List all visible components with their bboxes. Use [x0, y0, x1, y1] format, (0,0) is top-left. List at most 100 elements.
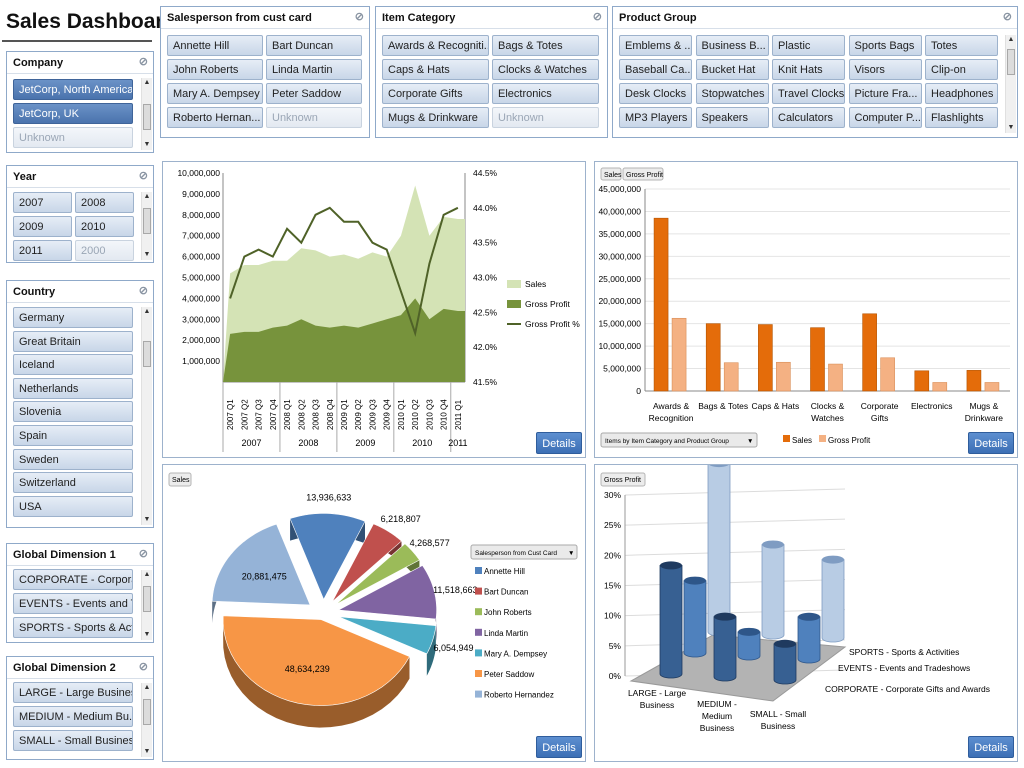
scroll-down-icon[interactable]: ▼ — [143, 748, 151, 755]
scroll-down-icon[interactable]: ▼ — [1007, 124, 1015, 131]
year-scrollbar[interactable]: ▲ ▼ — [141, 192, 152, 260]
scroll-thumb[interactable] — [143, 208, 151, 234]
slicer-item[interactable]: MEDIUM - Medium Bu... — [13, 706, 133, 727]
slicer-item[interactable]: Bags & Totes — [492, 35, 599, 56]
slicer-item[interactable]: USA — [13, 495, 133, 517]
clear-filter-icon[interactable]: ⊘ — [1002, 11, 1012, 23]
scroll-up-icon[interactable]: ▲ — [1007, 36, 1015, 43]
product-group-scrollbar[interactable]: ▲ ▼ — [1005, 35, 1016, 133]
slicer-item[interactable]: Stopwatches — [695, 83, 769, 104]
slicer-item[interactable]: EVENTS - Events and T... — [13, 593, 133, 614]
slicer-item[interactable]: 2011 — [13, 240, 72, 261]
country-scrollbar[interactable]: ▲ ▼ — [141, 307, 152, 525]
slicer-item[interactable]: Clip-on — [925, 59, 998, 80]
scroll-up-icon[interactable]: ▲ — [143, 79, 151, 86]
slicer-item[interactable]: Desk Clocks — [619, 83, 692, 104]
slicer-item[interactable]: Knit Hats — [772, 59, 845, 80]
x-group-label: 2008 — [298, 438, 318, 448]
slicer-item[interactable]: Corporate Gifts — [382, 83, 489, 104]
slicer-item[interactable]: SMALL - Small Business — [13, 730, 133, 751]
slicer-item[interactable]: Great Britain — [13, 330, 133, 352]
slicer-item[interactable]: Headphones — [925, 83, 998, 104]
global-dim1-slicer-header: Global Dimension 1 ⊘ — [7, 544, 153, 566]
slicer-item[interactable]: MP3 Players — [619, 107, 692, 128]
salesperson-slicer-title: Salesperson from cust card — [167, 12, 312, 24]
details-button[interactable]: Details — [968, 736, 1014, 758]
slicer-item[interactable]: Germany — [13, 307, 133, 328]
slicer-item[interactable]: Annette Hill — [167, 35, 263, 56]
slicer-item[interactable]: Roberto Hernan... — [167, 107, 263, 128]
slicer-item[interactable]: Picture Fra... — [848, 83, 922, 104]
slicer-item[interactable]: Clocks & Watches — [492, 59, 599, 80]
scroll-down-icon[interactable]: ▼ — [143, 141, 151, 148]
scroll-down-icon[interactable]: ▼ — [143, 251, 151, 258]
scroll-up-icon[interactable]: ▲ — [143, 193, 151, 200]
slicer-item[interactable]: CORPORATE - Corporat... — [13, 569, 133, 590]
slicer-item[interactable]: Travel Clocks — [772, 83, 845, 104]
slicer-item[interactable]: Flashlights — [925, 107, 998, 128]
slicer-item[interactable]: 2010 — [75, 216, 134, 237]
slicer-item[interactable]: Mugs & Drinkware — [382, 107, 489, 128]
legend-label: Peter Saddow — [484, 670, 534, 679]
scroll-thumb[interactable] — [1007, 49, 1015, 75]
slicer-item[interactable]: JetCorp, UK — [13, 103, 133, 124]
slicer-item[interactable]: Sweden — [13, 448, 133, 470]
slicer-item[interactable]: 2007 — [13, 192, 72, 213]
slicer-item[interactable]: Totes — [925, 35, 998, 56]
slicer-item[interactable]: Bucket Hat — [695, 59, 769, 80]
scroll-up-icon[interactable]: ▲ — [143, 308, 151, 315]
slicer-item[interactable]: Unknown — [492, 107, 599, 128]
slicer-item[interactable]: Linda Martin — [266, 59, 362, 80]
details-button[interactable]: Details — [968, 432, 1014, 454]
scroll-thumb[interactable] — [143, 699, 151, 725]
global-dim1-scrollbar[interactable]: ▲ ▼ — [141, 570, 152, 640]
slicer-item[interactable]: Netherlands — [13, 377, 133, 399]
slicer-item[interactable]: Unknown — [266, 107, 362, 128]
slicer-item[interactable]: Bart Duncan — [266, 35, 362, 56]
slicer-item[interactable]: Mary A. Dempsey — [167, 83, 263, 104]
clear-filter-icon[interactable]: ⊘ — [138, 285, 148, 297]
slicer-item[interactable]: Plastic — [772, 35, 845, 56]
slicer-item[interactable]: Caps & Hats — [382, 59, 489, 80]
clear-filter-icon[interactable]: ⊘ — [138, 56, 148, 68]
slicer-item[interactable]: 2009 — [13, 216, 72, 237]
clear-filter-icon[interactable]: ⊘ — [138, 548, 148, 560]
slicer-item[interactable]: Slovenia — [13, 401, 133, 423]
slicer-item[interactable]: Spain — [13, 425, 133, 446]
company-scrollbar[interactable]: ▲ ▼ — [141, 78, 152, 150]
scroll-thumb[interactable] — [143, 341, 151, 367]
slicer-item[interactable]: John Roberts — [167, 59, 263, 80]
slicer-item[interactable]: Baseball Ca... — [619, 59, 692, 80]
scroll-up-icon[interactable]: ▲ — [143, 571, 151, 578]
slicer-item[interactable]: SPORTS - Sports & Acti... — [13, 617, 133, 638]
slicer-item[interactable]: Speakers — [695, 107, 769, 128]
slicer-item[interactable]: Visors — [848, 59, 922, 80]
scroll-thumb[interactable] — [143, 586, 151, 612]
slicer-item[interactable]: Awards & Recogniti... — [382, 35, 489, 56]
slicer-item[interactable]: Sports Bags — [848, 35, 922, 56]
details-button[interactable]: Details — [536, 432, 582, 454]
scroll-up-icon[interactable]: ▲ — [143, 684, 151, 691]
scroll-thumb[interactable] — [143, 104, 151, 130]
slicer-item[interactable]: Computer P... — [848, 107, 922, 128]
clear-filter-icon[interactable]: ⊘ — [138, 661, 148, 673]
slicer-item[interactable]: 2008 — [75, 192, 134, 213]
global-dim2-scrollbar[interactable]: ▲ ▼ — [141, 683, 152, 757]
slicer-item[interactable]: Electronics — [492, 83, 599, 104]
scroll-down-icon[interactable]: ▼ — [143, 631, 151, 638]
clear-filter-icon[interactable]: ⊘ — [592, 11, 602, 23]
slicer-item[interactable]: 2000 — [75, 240, 134, 261]
slicer-item[interactable]: Unknown — [13, 127, 133, 148]
slicer-item[interactable]: Business B... — [695, 35, 769, 56]
slicer-item[interactable]: Peter Saddow — [266, 83, 362, 104]
slicer-item[interactable]: LARGE - Large Business — [13, 682, 133, 703]
details-button[interactable]: Details — [536, 736, 582, 758]
clear-filter-icon[interactable]: ⊘ — [138, 170, 148, 182]
slicer-item[interactable]: JetCorp, North America — [13, 79, 133, 100]
slicer-item[interactable]: Calculators — [772, 107, 845, 128]
slicer-item[interactable]: Switzerland — [13, 472, 133, 494]
scroll-down-icon[interactable]: ▼ — [143, 516, 151, 523]
slicer-item[interactable]: Iceland — [13, 354, 133, 376]
clear-filter-icon[interactable]: ⊘ — [354, 11, 364, 23]
slicer-item[interactable]: Emblems & ... — [619, 35, 692, 56]
